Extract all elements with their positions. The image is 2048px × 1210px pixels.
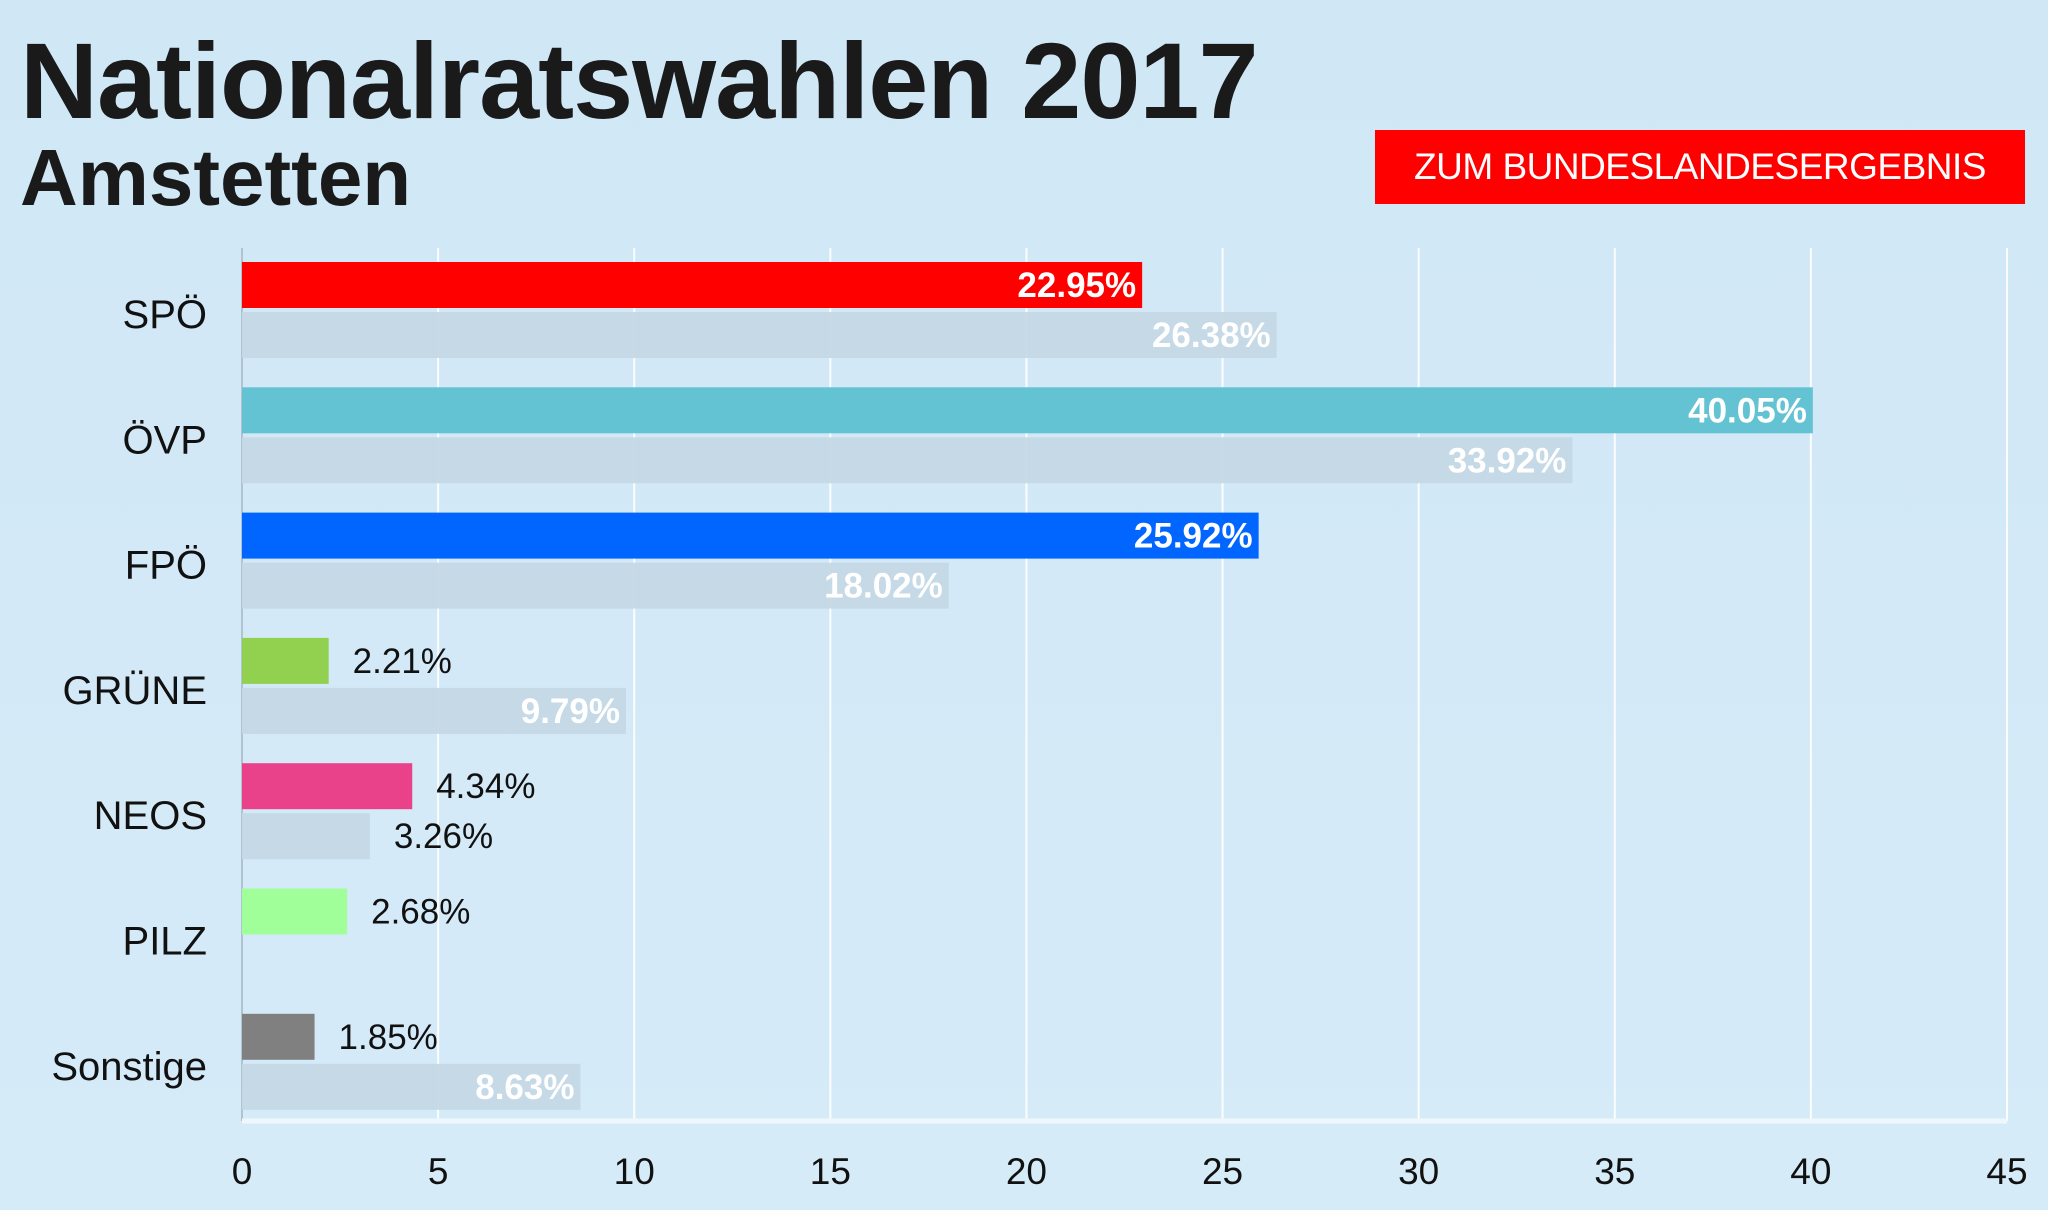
x-tick-label: 40 <box>1790 1151 1831 1192</box>
comparison-bar-övp <box>242 437 1573 484</box>
bar-value-label: 40.05% <box>1688 391 1807 430</box>
x-tick-label: 25 <box>1202 1151 1243 1192</box>
comparison-value-label: 18.02% <box>824 567 943 606</box>
bar-value-label: 1.85% <box>339 1018 438 1057</box>
x-tick-label: 5 <box>428 1151 449 1192</box>
category-label: ÖVP <box>123 418 207 462</box>
bar-sonstige <box>242 1013 315 1060</box>
x-tick-label: 30 <box>1398 1151 1439 1192</box>
x-tick-label: 20 <box>1006 1151 1047 1192</box>
bar-value-label: 4.34% <box>436 767 535 806</box>
bar-neos <box>242 763 413 810</box>
category-label: GRÜNE <box>63 669 207 713</box>
x-tick-label: 45 <box>1986 1151 2027 1192</box>
bar-pilz <box>242 888 348 935</box>
comparison-value-label: 33.92% <box>1448 441 1567 480</box>
category-label: SPÖ <box>123 293 207 337</box>
bar-övp <box>242 387 1813 434</box>
comparison-value-label: 3.26% <box>394 817 493 856</box>
comparison-value-label: 26.38% <box>1152 316 1271 355</box>
comparison-value-label: 9.79% <box>521 692 620 731</box>
bar-value-label: 25.92% <box>1134 517 1253 556</box>
x-tick-label: 15 <box>810 1151 851 1192</box>
x-tick-label: 10 <box>614 1151 655 1192</box>
comparison-bar-neos <box>242 813 370 860</box>
bar-grüne <box>242 637 329 684</box>
category-label: FPÖ <box>125 544 207 588</box>
bar-fpö <box>242 512 1259 559</box>
comparison-bar-grüne <box>242 687 626 734</box>
comparison-value-label: 8.63% <box>475 1068 574 1107</box>
state-result-button[interactable]: ZUM BUNDESLANDESERGEBNIS <box>1375 130 2025 204</box>
category-label: PILZ <box>123 920 207 964</box>
page-title: Nationalratswahlen 2017 <box>20 20 1259 141</box>
comparison-bar-spö <box>242 312 1277 358</box>
x-tick-label: 0 <box>232 1151 253 1192</box>
category-label: NEOS <box>94 794 207 838</box>
page-subtitle: Amstetten <box>20 133 412 222</box>
bar-value-label: 2.21% <box>353 642 452 681</box>
comparison-bar-sonstige <box>242 1063 581 1110</box>
bar-value-label: 22.95% <box>1017 266 1136 305</box>
category-label: Sonstige <box>51 1045 207 1089</box>
bar-value-label: 2.68% <box>371 893 470 932</box>
x-tick-label: 35 <box>1594 1151 1635 1192</box>
comparison-bar-fpö <box>242 562 949 609</box>
bar-spö <box>242 262 1143 308</box>
